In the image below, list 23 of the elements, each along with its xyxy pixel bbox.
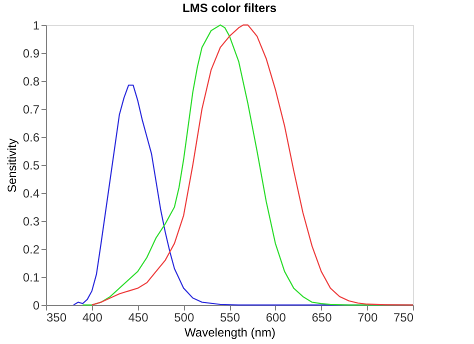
y-tick-label: 0.9: [22, 46, 40, 60]
y-tick-label: 0.4: [22, 186, 40, 200]
y-tick-label: 0.2: [22, 242, 40, 256]
x-tick-label: 550: [220, 310, 240, 324]
y-tick-label: 0.5: [22, 158, 40, 172]
y-tick-label: 0.3: [22, 214, 40, 228]
x-tick-label: 600: [266, 310, 286, 324]
x-tick-label: 650: [312, 310, 332, 324]
x-tick-label: 350: [46, 310, 67, 324]
x-tick-label: 500: [174, 310, 194, 324]
x-tick-label: 400: [82, 310, 103, 324]
x-tick-label: 450: [128, 310, 149, 324]
x-tick-label: 700: [358, 310, 378, 324]
y-tick-label: 0.7: [22, 102, 40, 116]
y-tick-label: 0: [32, 298, 40, 312]
y-tick-label: 0.6: [22, 130, 40, 144]
chart-title: LMS color filters: [182, 1, 277, 15]
x-axis-title: Wavelength (nm): [184, 326, 276, 340]
y-axis-title: Sensitivity: [4, 138, 19, 193]
y-tick-label: 0.1: [22, 270, 40, 284]
y-tick-label: 0.8: [22, 74, 40, 88]
x-tick-label: 750: [393, 310, 414, 324]
y-tick-label: 1: [32, 18, 40, 32]
